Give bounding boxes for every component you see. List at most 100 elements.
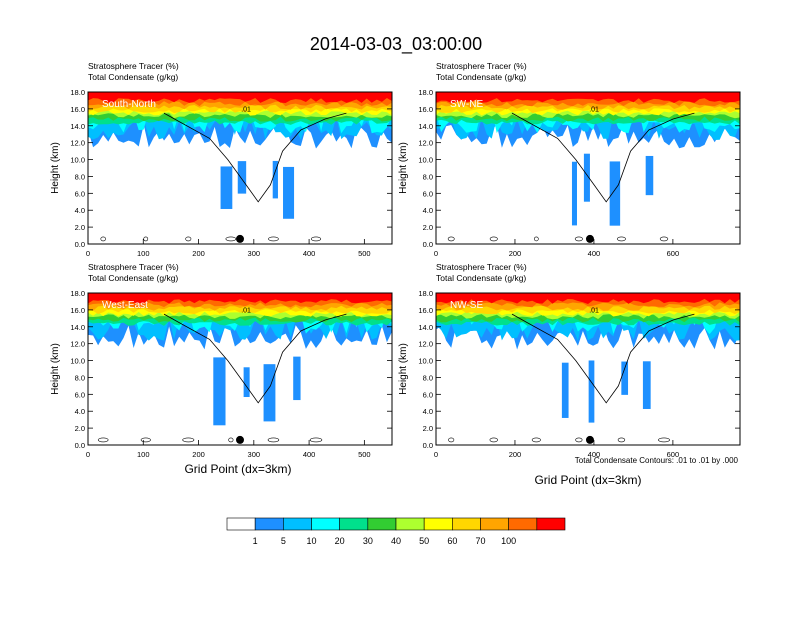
panel-header-1: Stratosphere Tracer (%) [88, 61, 179, 71]
band-10 [88, 293, 392, 304]
y-tick-label: 18.0 [70, 289, 85, 298]
surface-contour [310, 236, 322, 242]
panel-name: West-East [102, 300, 148, 311]
intrusion-3 [293, 356, 301, 401]
colorbar-swatch [536, 517, 566, 531]
x-tick-label: 300 [248, 450, 261, 459]
surface-contour [533, 236, 539, 242]
contour-label: .01 [241, 307, 251, 314]
axis-frame [435, 91, 741, 245]
surface-contour [267, 437, 280, 443]
y-tick-label: 18.0 [418, 88, 433, 97]
intrusion-2 [263, 364, 276, 422]
colorbar-label: 20 [335, 536, 345, 546]
panel-south-north: .01 0.0 2.0 4.0 6.0 8.0 10.0 12.0 14.0 16.0 18.0 0 1… [50, 61, 393, 258]
x-tick-label: 0 [434, 450, 438, 459]
x-tick-label: 300 [248, 249, 261, 258]
contour-note: Total Condensate Contours: .01 to .01 by… [575, 456, 739, 465]
y-tick-label: 14.0 [70, 323, 85, 332]
y-tick-label: 0.0 [75, 240, 85, 249]
y-tick-label: 14.0 [418, 122, 433, 131]
colorbar-swatch [254, 517, 284, 531]
panel-header-1: Stratosphere Tracer (%) [436, 61, 527, 71]
intrusion-3 [283, 166, 295, 219]
axis-frame [87, 292, 393, 446]
condensate-contour [511, 112, 695, 203]
x-tick-label: 400 [303, 249, 316, 258]
x-axis-label-left: Grid Point (dx=3km) [184, 462, 291, 476]
y-tick-label: 12.0 [418, 340, 433, 349]
y-tick-label: 8.0 [423, 373, 433, 382]
y-tick-label: 6.0 [423, 390, 433, 399]
y-tick-label: 12.0 [70, 340, 85, 349]
colorbar-label: 50 [419, 536, 429, 546]
colorbar-label: 100 [501, 536, 516, 546]
surface-contour [574, 236, 583, 242]
panel-name: South-North [102, 99, 156, 110]
surface-contour [447, 236, 455, 242]
y-axis-label: Height (km) [398, 343, 409, 395]
intrusion-0 [213, 357, 226, 426]
panel-name: SW-NE [450, 99, 483, 110]
colorbar-swatch [311, 517, 340, 531]
y-tick-label: 16.0 [418, 306, 433, 315]
y-tick-label: 14.0 [418, 323, 433, 332]
surface-contour [225, 236, 237, 242]
y-tick-label: 16.0 [70, 105, 85, 114]
x-tick-label: 400 [588, 249, 601, 258]
y-tick-label: 4.0 [75, 206, 85, 215]
panel-header-2: Total Condensate (g/kg) [88, 273, 178, 283]
y-tick-label: 2.0 [423, 223, 433, 232]
colorbar-swatch [226, 517, 256, 531]
y-tick-label: 14.0 [70, 122, 85, 131]
tracer-field [88, 92, 392, 244]
colorbar-swatch [395, 517, 425, 531]
surface-contour [228, 437, 234, 443]
intrusion-3 [645, 155, 654, 196]
figure-title: 2014-03-03_03:00:00 [310, 34, 482, 55]
colorbar-label: 10 [306, 536, 316, 546]
y-axis-label: Height (km) [50, 343, 61, 395]
colorbar: 1 5 10 20 30 40 50 60 70 100 [226, 517, 566, 546]
intrusion-1 [243, 367, 250, 398]
surface-contour [100, 236, 106, 242]
x-tick-label: 200 [509, 450, 522, 459]
band-10 [436, 293, 740, 304]
x-tick-label: 400 [588, 450, 601, 459]
y-tick-label: 10.0 [70, 156, 85, 165]
y-axis-label: Height (km) [50, 142, 61, 194]
colorbar-swatch [480, 517, 509, 531]
panel-name: NW-SE [450, 300, 483, 311]
colorbar-swatch [339, 517, 369, 531]
contour-label: .01 [589, 106, 599, 113]
band-10 [436, 92, 740, 103]
colorbar-swatch [508, 517, 538, 531]
y-tick-label: 12.0 [70, 139, 85, 148]
x-tick-label: 0 [86, 450, 90, 459]
panel-header-2: Total Condensate (g/kg) [436, 72, 526, 82]
colorbar-swatch [423, 517, 453, 531]
surface-contour [140, 437, 151, 443]
y-tick-label: 8.0 [423, 172, 433, 181]
y-tick-label: 4.0 [423, 206, 433, 215]
surface-contour [489, 437, 498, 443]
y-tick-label: 16.0 [70, 306, 85, 315]
intrusion-0 [561, 362, 569, 418]
x-tick-label: 400 [303, 450, 316, 459]
surface-contour [309, 437, 323, 443]
surface-contour [658, 437, 670, 443]
colorbar-swatch [367, 517, 397, 531]
y-tick-label: 0.0 [75, 441, 85, 450]
y-tick-label: 6.0 [75, 390, 85, 399]
surface-contour [97, 437, 109, 443]
panel-nw-se: .01 0.0 2.0 4.0 6.0 8.0 10.0 12.0 14.0 16.0 18.0 0 2… [398, 262, 741, 459]
tracer-field [88, 293, 392, 445]
y-tick-label: 8.0 [75, 373, 85, 382]
colorbar-label: 1 [253, 536, 258, 546]
intrusion-3 [642, 361, 651, 409]
tracer-field [436, 293, 740, 445]
intrusion-2 [272, 160, 278, 199]
intrusion-0 [571, 161, 577, 226]
y-tick-label: 10.0 [418, 156, 433, 165]
